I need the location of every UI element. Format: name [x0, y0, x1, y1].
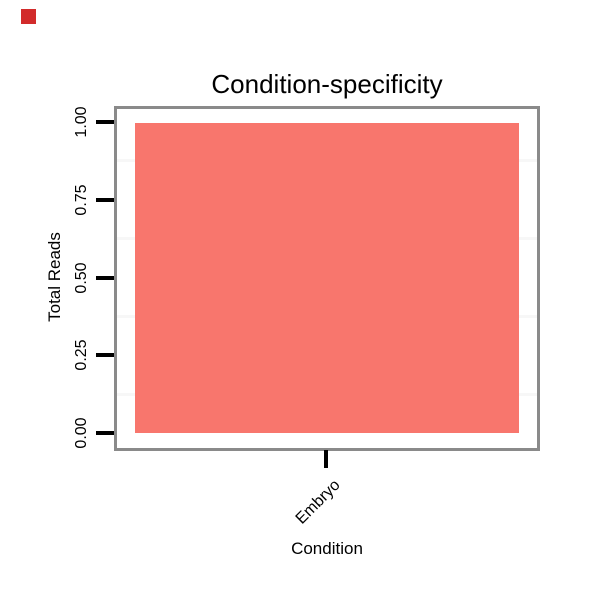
y-tick-label: 1.00	[73, 106, 90, 138]
y-axis-title: Total Reads	[45, 232, 64, 322]
corner-marker-square	[21, 9, 36, 24]
y-tick-label: 0.25	[73, 339, 90, 371]
x-axis-title: Condition	[291, 539, 363, 558]
plot-panel	[114, 106, 540, 451]
x-axis-tick	[324, 450, 328, 468]
y-tick-label: 0.75	[73, 184, 90, 216]
y-axis-tick	[96, 197, 114, 202]
chart-title: Condition-specificity	[211, 69, 443, 99]
x-tick-label-embryo: Embryo	[292, 476, 344, 528]
y-tick-label: 0.50	[73, 261, 90, 294]
y-axis-tick	[96, 275, 114, 280]
y-axis-tick	[96, 120, 114, 124]
y-axis-tick	[96, 431, 114, 435]
y-axis-tick	[96, 353, 114, 358]
bar-embryo	[135, 122, 519, 433]
y-tick-label: 0.00	[73, 417, 90, 449]
